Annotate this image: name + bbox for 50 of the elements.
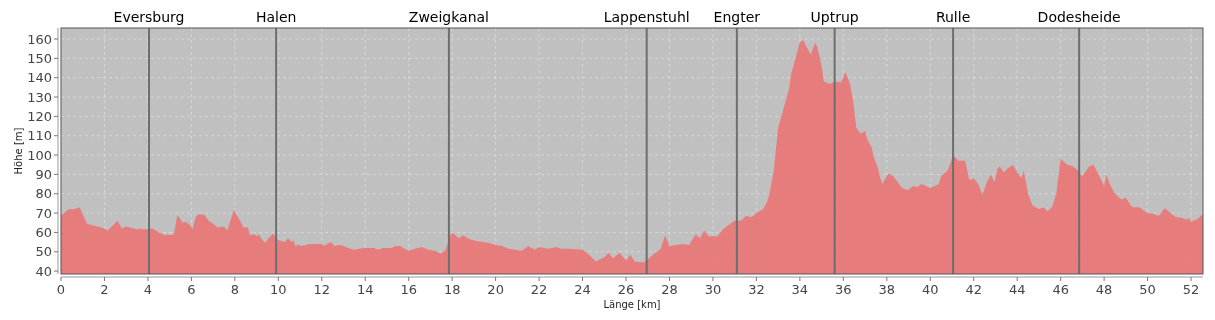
- y-tick-label: 110: [27, 128, 52, 144]
- ref-line-label: Uptrup: [810, 9, 859, 25]
- y-tick-label: 130: [27, 89, 52, 105]
- y-tick-label: 120: [27, 108, 52, 124]
- x-tick-label: 22: [530, 282, 548, 297]
- x-tick-label: 44: [1008, 282, 1026, 297]
- y-tick-label: 150: [27, 50, 52, 66]
- y-tick-label: 50: [35, 244, 52, 260]
- x-tick-label: 52: [1182, 282, 1200, 297]
- ref-line-label: Eversburg: [113, 9, 185, 25]
- x-tick-label: 18: [443, 282, 461, 297]
- x-tick-label: 48: [1095, 282, 1113, 297]
- ref-line-label: Engter: [713, 9, 761, 25]
- x-tick-label: 46: [1052, 282, 1069, 297]
- x-tick-label: 34: [791, 282, 809, 297]
- x-tick-label: 28: [661, 282, 678, 297]
- x-tick-label: 40: [921, 282, 939, 297]
- x-axis-title: Länge [km]: [603, 299, 661, 310]
- x-tick-label: 50: [1139, 282, 1156, 297]
- y-tick-label: 80: [35, 186, 52, 202]
- y-tick-label: 60: [35, 224, 52, 240]
- x-tick-label: 30: [704, 282, 722, 297]
- x-tick-label: 16: [400, 282, 417, 297]
- x-tick-label: 2: [100, 282, 109, 297]
- x-tick-label: 36: [835, 282, 852, 297]
- ref-line-label: Halen: [255, 9, 297, 25]
- x-tick-label: 0: [56, 282, 66, 297]
- x-tick-label: 26: [617, 282, 635, 297]
- ref-line-label: Zweigkanal: [408, 9, 490, 25]
- ref-line-label: Dodesheide: [1037, 9, 1121, 25]
- x-tick-label: 20: [487, 282, 504, 297]
- x-tick-label: 32: [748, 282, 765, 297]
- y-axis-title: Höhe [m]: [13, 127, 24, 175]
- y-tick-label: 160: [27, 31, 52, 47]
- x-tick-label: 42: [965, 282, 982, 297]
- y-tick-label: 70: [35, 205, 52, 221]
- x-tick-label: 10: [270, 282, 287, 297]
- x-tick-label: 4: [143, 282, 153, 297]
- x-tick-label: 8: [230, 282, 239, 297]
- ref-line-label: Rulle: [935, 9, 971, 25]
- x-tick-label: 14: [356, 282, 374, 297]
- y-tick-label: 140: [27, 70, 52, 86]
- y-tick-label: 40: [35, 263, 52, 279]
- ref-line-label: Lappenstuhl: [603, 9, 690, 25]
- y-tick-label: 90: [35, 166, 52, 182]
- x-tick-label: 6: [187, 282, 196, 297]
- x-tick-label: 12: [313, 282, 331, 297]
- y-tick-label: 100: [27, 147, 52, 163]
- x-tick-label: 24: [574, 282, 591, 297]
- x-tick-label: 38: [878, 282, 896, 297]
